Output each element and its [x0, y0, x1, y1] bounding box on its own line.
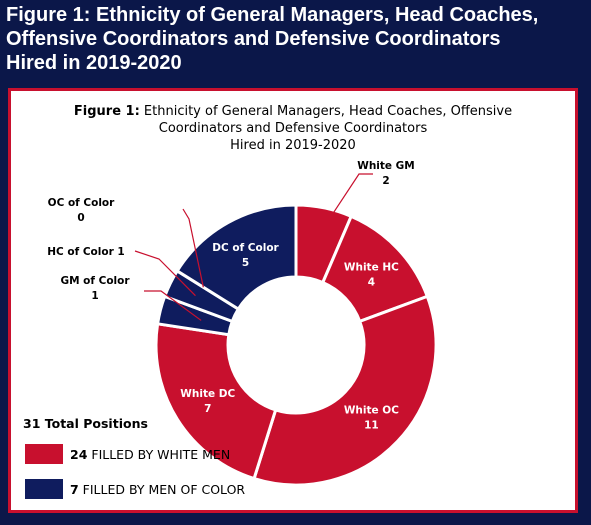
leader-line-hc-of-color — [134, 250, 196, 297]
page-title-line-3: Hired in 2019-2020 — [6, 52, 182, 74]
slice-label-gm-of-color: GM of Color 1 — [60, 275, 130, 302]
slice-label-white-hc: White HC 4 — [344, 261, 399, 288]
slice-label-dc-of-color: DC of Color 5 — [212, 242, 279, 269]
legend-item-white-men: 24 FILLED BY WHITE MEN — [70, 447, 230, 462]
chart-title-line-1: Figure 1: Ethnicity of General Managers,… — [74, 104, 512, 119]
donut-slice-white-oc — [252, 294, 438, 487]
legend-swatch-men-of-color — [25, 479, 63, 499]
slice-label-white-oc: White OC 11 — [344, 405, 399, 432]
slice-label-white-dc: White DC 7 — [180, 388, 235, 415]
legend-item-men-of-color: 7 FILLED BY MEN OF COLOR — [70, 482, 245, 497]
legend-white-count: 24 — [70, 447, 88, 462]
donut-chart: Figure 1: Ethnicity of General Managers,… — [23, 104, 512, 499]
chart-title-line-2: Coordinators and Defensive Coordinators — [159, 121, 428, 136]
legend-color-count: 7 — [70, 482, 79, 497]
leader-line-gm-of-color — [144, 290, 202, 321]
leader-line-oc-of-color — [182, 208, 204, 288]
legend-color-text: FILLED BY MEN OF COLOR — [79, 482, 246, 497]
donut-slice-dc-of-color — [175, 203, 298, 312]
donut-callouts: White GM 2 White HC 4 White OC 11 White DC 7 GM … — [47, 160, 415, 432]
chart-panel: Figure 1: Ethnicity of General Managers,… — [8, 88, 578, 513]
slice-label-oc-of-color: OC of Color 0 — [48, 197, 115, 224]
page-title-line-1: Figure 1: Ethnicity of General Managers,… — [6, 4, 539, 26]
chart-title-bold: Figure 1: — [74, 104, 140, 119]
leader-line-white-gm — [318, 173, 373, 236]
donut-slice-white-dc — [154, 322, 278, 481]
donut-slices — [154, 203, 438, 487]
chart-title-rest: Ethnicity of General Managers, Head Coac… — [140, 104, 512, 119]
slice-label-white-gm: White GM 2 — [357, 160, 415, 187]
page-title-line-2: Offensive Coordinators and Defensive Coo… — [6, 28, 501, 50]
legend-swatch-white-men — [25, 444, 63, 464]
legend-white-text: FILLED BY WHITE MEN — [87, 447, 230, 462]
slice-label-hc-of-color: HC of Color 1 — [47, 246, 124, 258]
chart-title-line-3: Hired in 2019-2020 — [230, 138, 356, 153]
page-title: Figure 1: Ethnicity of General Managers,… — [6, 3, 586, 75]
total-positions-label: 31 Total Positions — [23, 416, 148, 431]
